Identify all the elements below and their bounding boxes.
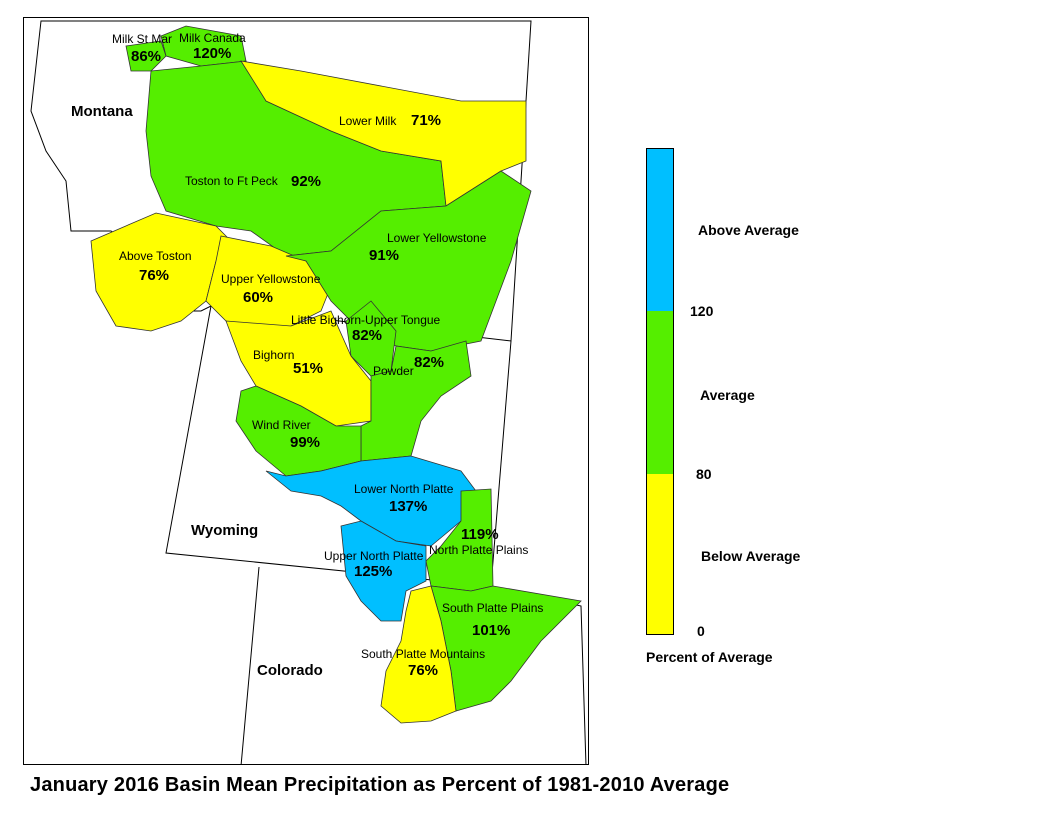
legend-label-above: Above Average [698, 222, 799, 238]
basin-name: Wind River [252, 418, 311, 432]
basin-name: Little Bighorn-Upper Tongue [291, 313, 441, 327]
basin-percent: 76% [408, 662, 438, 679]
legend-label-below: Below Average [701, 548, 801, 564]
basin-percent: 119% [461, 526, 499, 543]
basin-name: Lower Milk [339, 114, 397, 128]
basin-percent: 101% [472, 622, 510, 639]
basin-name: Lower Yellowstone [387, 231, 487, 245]
legend-color-bar [646, 148, 674, 635]
basin-name: Bighorn [253, 348, 294, 362]
legend-tick-0: 0 [697, 623, 705, 639]
basin-percent: 82% [414, 354, 444, 371]
legend-swatch-below [647, 474, 673, 634]
basin-percent: 86% [131, 48, 161, 65]
legend-caption: Percent of Average [646, 649, 773, 665]
basin-name: Milk Canada [179, 31, 246, 45]
basin-name: Powder [373, 364, 414, 378]
basin-name: Upper North Platte [324, 549, 424, 563]
legend-label-average: Average [700, 387, 755, 403]
basin-upper-north-platte[interactable] [340, 520, 427, 622]
basin-name: Upper Yellowstone [221, 272, 321, 286]
basin-name: North Platte Plains [429, 543, 528, 557]
basin-percent: 60% [243, 289, 273, 306]
basin-name: Above Toston [119, 249, 192, 263]
basin-milk-st-mary[interactable] [125, 40, 167, 72]
basin-map: Montana Wyoming Colorado Milk St Mar 86%… [30, 20, 587, 764]
basin-percent: 137% [389, 498, 427, 515]
basin-percent: 91% [369, 247, 399, 264]
basin-name: Milk St Mar [112, 32, 172, 46]
state-label-colorado: Colorado [257, 662, 323, 679]
legend-tick-120: 120 [690, 303, 714, 319]
basin-south-platte-mountains[interactable] [380, 585, 457, 724]
legend-tick-80: 80 [696, 466, 712, 482]
map-frame: Montana Wyoming Colorado Milk St Mar 86%… [23, 17, 589, 765]
basin-percent: 92% [291, 173, 321, 190]
wyoming-boundary [165, 305, 512, 587]
basin-percent: 71% [411, 112, 441, 129]
basin-name: South Platte Plains [442, 601, 543, 615]
basin-lower-yellowstone[interactable] [285, 170, 532, 352]
basin-percent: 99% [290, 434, 320, 451]
basin-name: Toston to Ft Peck [185, 174, 279, 188]
state-label-montana: Montana [71, 103, 133, 120]
basin-percent: 76% [139, 267, 169, 284]
basin-name: South Platte Mountains [361, 647, 485, 661]
basin-percent: 120% [193, 45, 231, 62]
legend-swatch-above [647, 149, 673, 311]
state-label-wyoming: Wyoming [191, 522, 258, 539]
basin-percent: 82% [352, 327, 382, 344]
basin-name: Lower North Platte [354, 482, 454, 496]
legend-swatch-average [647, 311, 673, 474]
basin-percent: 125% [354, 563, 392, 580]
basin-percent: 51% [293, 360, 323, 377]
map-title: January 2016 Basin Mean Precipitation as… [30, 774, 730, 796]
